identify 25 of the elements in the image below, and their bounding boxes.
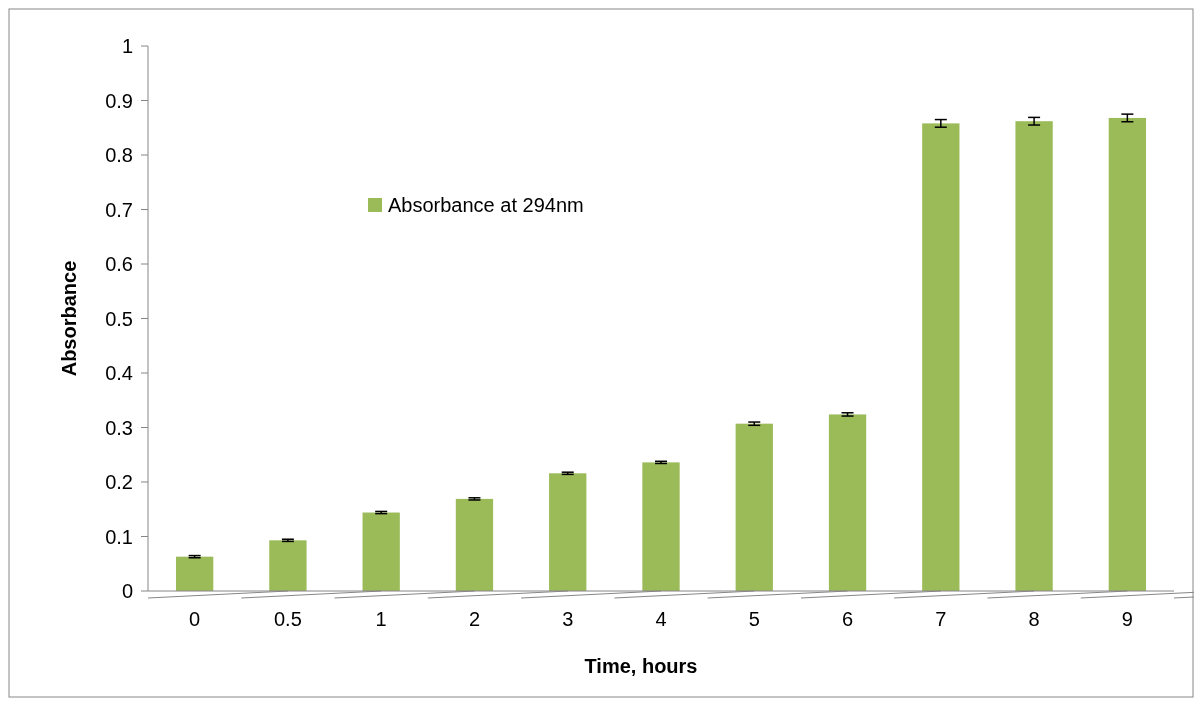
x-tick-label: 9 <box>1121 608 1133 630</box>
y-tick-label: 0.7 <box>105 198 133 221</box>
x-tick-label: 1 <box>375 608 387 630</box>
y-tick-label: 0.3 <box>105 416 133 439</box>
x-tick-label: 8 <box>1028 608 1040 630</box>
y-tick-label: 0.5 <box>105 307 133 330</box>
y-axis-title: Absorbance <box>58 260 80 377</box>
y-tick-label: 0.2 <box>105 471 133 493</box>
y-tick-label: 0.1 <box>105 525 133 548</box>
y-tick-label: 0.9 <box>105 89 133 112</box>
x-tick-label: 0 <box>189 608 201 630</box>
legend-label: Absorbance at 294nm <box>388 194 584 216</box>
y-tick-label: 0.6 <box>105 253 133 275</box>
x-tick-label: 5 <box>748 608 760 630</box>
x-tick-label: 0.5 <box>274 608 302 630</box>
y-tick-label: 1 <box>121 35 133 57</box>
x-tick-label: 3 <box>562 608 574 630</box>
x-tick-label: 4 <box>655 608 667 630</box>
x-axis-title: Time, hours <box>584 655 698 677</box>
x-tick-label: 6 <box>841 608 854 630</box>
x-tick-label: 2 <box>468 608 481 630</box>
y-tick-label: 0.4 <box>105 362 133 384</box>
y-tick-label: 0.8 <box>105 144 133 166</box>
x-tick-label: 7 <box>935 608 947 630</box>
y-tick-label: 0 <box>121 580 133 602</box>
